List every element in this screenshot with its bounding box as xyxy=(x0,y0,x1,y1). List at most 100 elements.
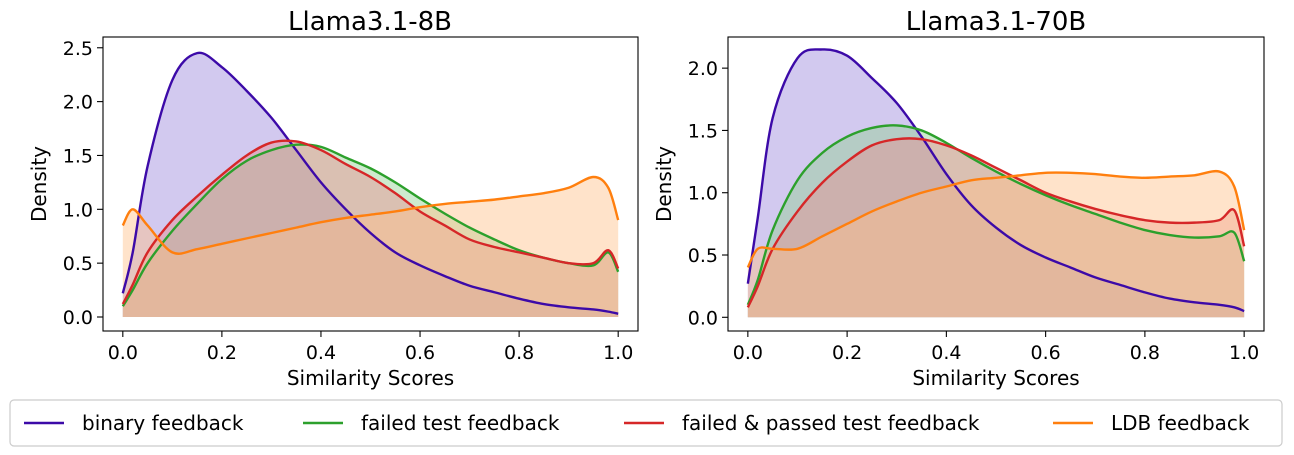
ldb-point-9 xyxy=(320,221,322,223)
binary-point-21 xyxy=(607,310,609,312)
ldb-point-0 xyxy=(122,224,124,226)
ldb-area-fill xyxy=(747,171,1245,318)
binary-point-11 xyxy=(995,226,997,228)
failed-point-16 xyxy=(493,238,495,240)
binary-point-12 xyxy=(394,251,396,253)
passed-point-15 xyxy=(468,238,470,240)
passed-area-fill xyxy=(122,140,619,317)
passed-point-2 xyxy=(146,251,148,253)
ldb-point-8 xyxy=(295,226,297,228)
failed-point-12 xyxy=(1020,183,1022,185)
failed-point-12 xyxy=(394,181,396,183)
plot-frame xyxy=(102,36,639,332)
series-lines xyxy=(746,48,1246,313)
failed-point-9 xyxy=(320,146,322,148)
failed-point-20 xyxy=(1218,235,1220,237)
passed-point-10 xyxy=(970,154,972,156)
legend-item-ldb: LDB feedback xyxy=(1053,411,1250,435)
failed-point-21 xyxy=(1233,231,1235,233)
x-tick-label: 0.8 xyxy=(504,342,534,364)
passed-point-1 xyxy=(757,285,759,287)
passed-point-5 xyxy=(846,160,848,162)
binary-point-19 xyxy=(567,306,569,308)
failed-point-8 xyxy=(920,129,922,131)
x-tick-label: 0.6 xyxy=(405,342,435,364)
ldb-point-5 xyxy=(846,223,848,225)
failed-point-11 xyxy=(369,167,371,169)
passed-point-14 xyxy=(1069,200,1071,202)
passed-point-18 xyxy=(543,257,545,259)
passed-point-7 xyxy=(270,141,272,143)
binary-point-15 xyxy=(468,285,470,287)
failed-point-3 xyxy=(171,230,173,232)
binary-point-12 xyxy=(1020,244,1022,246)
x-tick-label: 1.0 xyxy=(603,342,633,364)
chart-panel-2: Llama3.1-70B 0.0 0.2 0.4 0.6 0.8 1.0 0.0 0.5 1.0 1… xyxy=(652,7,1265,390)
x-tick-label: 0.0 xyxy=(733,342,763,364)
passed-point-22 xyxy=(617,267,619,269)
binary-point-3 xyxy=(171,79,173,81)
passed-point-4 xyxy=(196,195,198,197)
passed-point-7 xyxy=(896,138,898,140)
chart-title: Llama3.1-8B xyxy=(288,7,452,37)
passed-point-17 xyxy=(1144,219,1146,221)
binary-point-21 xyxy=(1233,306,1235,308)
failed-point-11 xyxy=(995,170,997,172)
passed-point-22 xyxy=(1243,245,1245,247)
ldb-point-5 xyxy=(221,243,223,245)
binary-point-3 xyxy=(796,57,798,59)
binary-point-5 xyxy=(846,54,848,56)
binary-point-22 xyxy=(1243,310,1245,312)
ldb-density-line xyxy=(121,175,620,255)
failed-point-10 xyxy=(345,156,347,158)
y-tick-label: 2.0 xyxy=(688,58,718,80)
ldb-point-18 xyxy=(1169,175,1171,177)
passed-point-8 xyxy=(295,140,297,142)
binary-point-9 xyxy=(320,181,322,183)
plot-frame xyxy=(727,36,1265,332)
failed-point-15 xyxy=(468,226,470,228)
failed-point-1 xyxy=(132,289,134,291)
passed-point-19 xyxy=(1193,221,1195,223)
legend-item-failed: failed test feedback xyxy=(303,411,560,435)
failed-point-4 xyxy=(196,203,198,205)
binary-point-14 xyxy=(444,275,446,277)
area-fills xyxy=(122,52,619,317)
binary-point-16 xyxy=(493,291,495,293)
binary-point-7 xyxy=(896,102,898,104)
passed-point-18 xyxy=(1169,221,1171,223)
binary-point-8 xyxy=(920,135,922,137)
x-tick-label: 0.4 xyxy=(306,342,336,364)
binary-point-2 xyxy=(771,117,773,119)
binary-point-9 xyxy=(945,173,947,175)
x-axis-label: Similarity Scores xyxy=(287,366,454,390)
x-tick-label: 0.2 xyxy=(207,342,237,364)
passed-point-16 xyxy=(1119,214,1121,216)
failed-area-fill xyxy=(122,144,619,317)
binary-point-17 xyxy=(518,297,520,299)
failed-point-8 xyxy=(295,143,297,145)
failed-point-2 xyxy=(146,262,148,264)
ldb-point-7 xyxy=(270,232,272,234)
y-tick-label: 1.5 xyxy=(688,120,718,142)
y-tick-label: 2.0 xyxy=(63,92,93,114)
binary-point-20 xyxy=(1218,304,1220,306)
binary-point-6 xyxy=(871,77,873,79)
ldb-point-1 xyxy=(132,208,134,210)
failed-point-17 xyxy=(1144,229,1146,231)
binary-point-1 xyxy=(132,251,134,253)
legend-label: LDB feedback xyxy=(1111,411,1250,435)
ldb-point-6 xyxy=(871,210,873,212)
failed-point-0 xyxy=(122,305,124,307)
ldb-point-18 xyxy=(543,192,545,194)
y-axis-label: Density xyxy=(652,146,676,222)
binary-point-22 xyxy=(617,313,619,315)
passed-point-0 xyxy=(747,306,749,308)
x-axis-label: Similarity Scores xyxy=(912,366,1079,390)
passed-point-20 xyxy=(1218,219,1220,221)
x-tick-label: 0.2 xyxy=(832,342,862,364)
binary-point-0 xyxy=(122,292,124,294)
passed-point-12 xyxy=(1020,179,1022,181)
failed-point-4 xyxy=(821,152,823,154)
ldb-point-13 xyxy=(419,206,421,208)
